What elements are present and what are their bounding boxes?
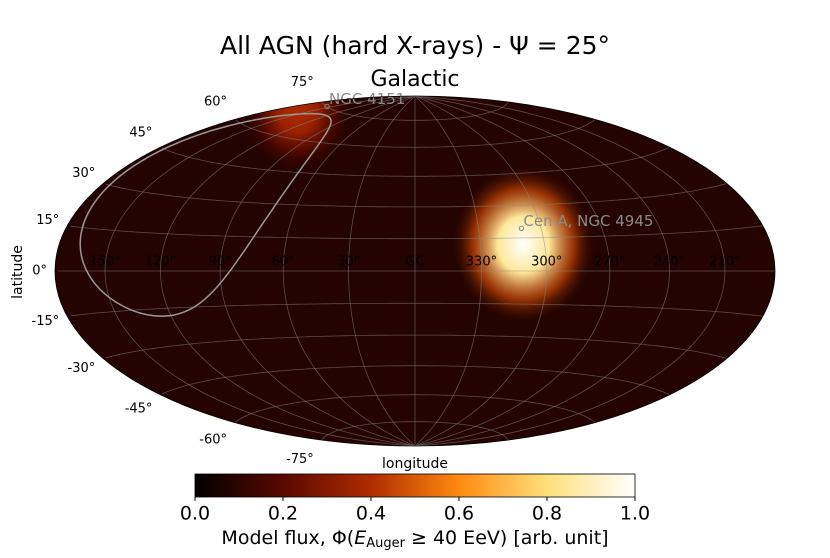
source-marker: [324, 103, 330, 110]
x-tick-label: 300°: [531, 255, 562, 270]
x-tick-label: 150°: [89, 255, 120, 270]
y-tick-label: 30°: [72, 166, 95, 181]
y-tick-label: 15°: [36, 213, 59, 228]
colorbar-label-main: Model flux, Φ(: [221, 527, 354, 549]
y-tick-label: 75°: [291, 75, 314, 90]
colorbar-tick-label: 0.4: [356, 503, 386, 525]
grid-line: [321, 101, 509, 121]
y-tick-label: -30°: [68, 361, 96, 376]
x-axis-label: longitude: [382, 456, 448, 472]
x-tick-label: 240°: [654, 255, 685, 270]
y-tick-label: -45°: [125, 401, 153, 416]
grid-line: [105, 334, 727, 359]
y-tick-label: -75°: [286, 452, 314, 467]
grid-line: [321, 421, 509, 441]
y-tick-label: 60°: [204, 95, 227, 110]
source-marker: [518, 225, 525, 231]
x-tick-label: 270°: [594, 255, 625, 270]
x-tick-label: 120°: [145, 255, 176, 270]
grid-line: [161, 365, 670, 396]
grid-line: [105, 183, 727, 208]
grid-line: [235, 119, 596, 148]
colorbar-label-rest: ≥ 40 EeV) [arb. unit]: [405, 527, 609, 549]
chart-title: All AGN (hard X-rays) - Ψ = 25°: [220, 31, 610, 60]
colorbar-label-sym: E: [354, 527, 366, 549]
source-label: NGC 4151: [329, 90, 405, 108]
y-tick-label: -60°: [199, 432, 227, 447]
grid: [58, 96, 775, 446]
chart-subtitle: Galactic: [370, 67, 459, 92]
x-tick-label: 60°: [272, 255, 295, 270]
y-tick-label: 45°: [129, 126, 152, 141]
colorbar-tick-label: 0.2: [268, 503, 298, 525]
overlay: NGC 4151 Cen A, NGC 4945 150° 120° 90° 60° 30°…: [32, 75, 741, 467]
flux-spot: [239, 96, 355, 175]
y-axis-label: latitude: [10, 245, 26, 299]
colorbar-tick-label: 0.8: [532, 503, 562, 525]
colorbar-tick-label: 0.6: [444, 503, 474, 525]
colorbar-label: Model flux, Φ(EAuger ≥ 40 EeV) [arb. uni…: [221, 527, 608, 551]
x-tick-label: 90°: [209, 255, 232, 270]
colorbar-tick-label: 1.0: [620, 503, 650, 525]
grid-line: [70, 225, 763, 240]
colorbar-label-sub: Auger: [366, 536, 405, 551]
grid-line: [235, 394, 596, 423]
colorbar-scale: [194, 473, 636, 498]
colorbar: 0.0 0.2 0.4 0.6 0.8 1.0: [180, 473, 650, 525]
y-tick-label: -15°: [32, 314, 60, 329]
x-tick-label: 210°: [709, 255, 740, 270]
sky-border: [54, 95, 776, 447]
flux-spot: [450, 164, 597, 325]
grid-line: [161, 146, 670, 177]
fov-boundary: [79, 112, 332, 317]
y-tick-label: 0°: [32, 264, 47, 279]
x-tick-label: 330°: [466, 255, 497, 270]
colorbar-tick-label: 0.0: [180, 503, 210, 525]
grid-line: [70, 302, 763, 317]
x-tick-label: 30°: [337, 255, 360, 270]
source-label: Cen A, NGC 4945: [523, 212, 653, 230]
x-tick-label: GC: [405, 255, 424, 270]
